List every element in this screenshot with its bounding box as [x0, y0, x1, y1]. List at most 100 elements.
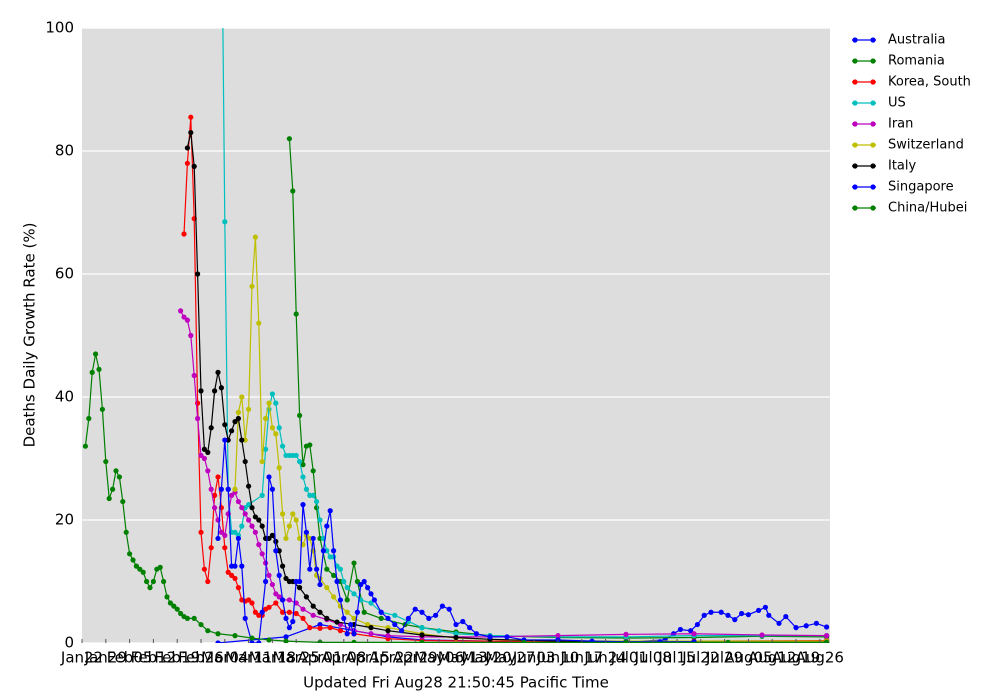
- point: [368, 600, 374, 606]
- point: [229, 492, 235, 498]
- point: [824, 639, 830, 643]
- point: [354, 578, 360, 585]
- point: [307, 625, 313, 631]
- point: [239, 523, 245, 529]
- point: [266, 604, 272, 610]
- point: [453, 621, 459, 628]
- point: [371, 597, 377, 603]
- point: [205, 449, 211, 455]
- point: [184, 317, 190, 323]
- point: [324, 566, 330, 572]
- x-tick-label: Mar18: [249, 649, 296, 667]
- point: [385, 615, 391, 622]
- point: [273, 548, 279, 554]
- point: [249, 640, 255, 643]
- point: [361, 578, 367, 585]
- point: [246, 502, 252, 508]
- x-tick-label: Aug19: [772, 649, 820, 667]
- point: [93, 351, 99, 357]
- x-tick-label: Feb19: [154, 649, 200, 667]
- point: [351, 591, 357, 597]
- point: [718, 609, 724, 615]
- point: [205, 628, 211, 634]
- point: [273, 600, 279, 606]
- point: [235, 498, 241, 505]
- point: [303, 529, 309, 535]
- point: [293, 311, 299, 317]
- point: [303, 486, 309, 492]
- point: [222, 422, 228, 428]
- point: [297, 458, 303, 465]
- point: [140, 569, 146, 575]
- y-tick-label: 20: [55, 511, 74, 529]
- legend-marker: [870, 142, 876, 148]
- legend-label: Italy: [888, 159, 917, 174]
- point: [184, 145, 190, 151]
- point: [273, 591, 279, 597]
- point: [439, 603, 445, 609]
- point: [337, 628, 343, 634]
- y-tick-label: 0: [64, 634, 74, 652]
- point: [137, 566, 143, 572]
- point: [144, 578, 150, 585]
- point: [378, 615, 384, 622]
- point: [280, 443, 286, 449]
- x-tick-label: Aug12: [748, 649, 796, 667]
- point: [201, 566, 207, 572]
- point: [283, 634, 289, 640]
- point: [331, 594, 337, 600]
- point: [334, 619, 340, 625]
- legend: Australia Romania Korea, South US Iran Switze…: [852, 33, 971, 216]
- series-line: [217, 440, 694, 643]
- point: [246, 406, 252, 412]
- legend-label: Australia: [888, 33, 946, 48]
- point: [314, 498, 320, 505]
- point: [215, 474, 221, 480]
- y-tick-label: 80: [55, 142, 74, 160]
- x-tick-label: May06: [414, 649, 464, 667]
- point: [623, 631, 629, 637]
- point: [218, 486, 224, 492]
- point: [453, 634, 459, 641]
- point: [232, 419, 238, 425]
- point: [310, 492, 316, 498]
- point: [259, 609, 265, 615]
- point: [249, 505, 255, 511]
- point: [300, 615, 306, 622]
- point: [269, 581, 275, 588]
- point: [426, 615, 432, 622]
- point: [191, 372, 197, 379]
- point: [208, 425, 214, 431]
- point: [276, 465, 282, 471]
- point: [171, 603, 177, 609]
- point: [354, 609, 360, 615]
- point: [266, 637, 272, 643]
- point: [205, 578, 211, 585]
- point: [232, 486, 238, 492]
- point: [405, 615, 411, 622]
- point: [157, 564, 163, 570]
- point: [280, 597, 286, 603]
- legend-marker: [870, 79, 876, 85]
- point: [385, 633, 391, 639]
- point: [324, 523, 330, 529]
- point: [198, 529, 204, 535]
- point: [725, 612, 731, 618]
- point: [215, 631, 221, 637]
- point: [766, 612, 772, 618]
- point: [290, 618, 296, 625]
- x-tick-label: Jul08: [634, 649, 672, 667]
- point: [106, 495, 112, 502]
- point: [252, 514, 258, 520]
- legend-marker: [870, 205, 876, 211]
- point: [623, 639, 629, 643]
- point: [378, 609, 384, 615]
- point: [191, 615, 197, 622]
- point: [208, 486, 214, 492]
- point: [188, 114, 194, 120]
- point: [337, 566, 343, 572]
- x-tick-label: Apr22: [369, 649, 414, 667]
- point: [246, 483, 252, 489]
- point: [161, 578, 167, 585]
- point: [178, 308, 184, 314]
